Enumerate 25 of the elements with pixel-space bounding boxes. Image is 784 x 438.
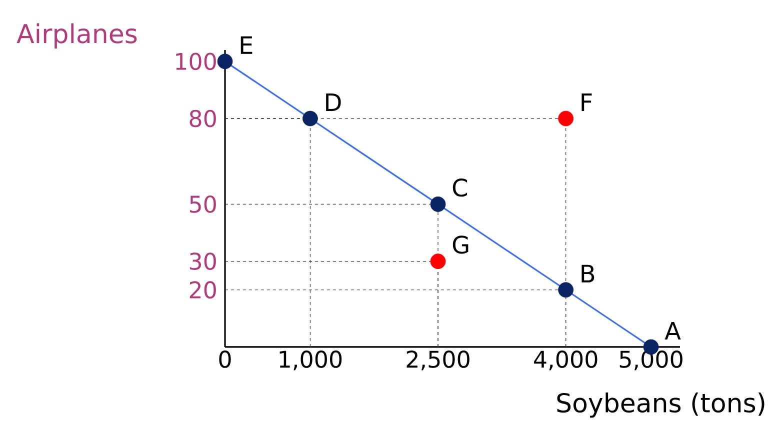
annotation: A [664, 322, 681, 340]
y-tick-label: 100 [176, 52, 216, 70]
point [558, 282, 574, 298]
x-tick-label: 4,000 [534, 350, 598, 370]
point [302, 110, 318, 126]
y-axis-title: Airplanes [16, 23, 137, 48]
annotation: D [326, 94, 341, 111]
point [558, 110, 574, 126]
y-tick-label: 80 [190, 110, 216, 128]
x-tick-label: 5,000 [620, 350, 682, 370]
point [430, 196, 446, 212]
y-tick-label: 20 [190, 281, 216, 299]
annotation: C [452, 178, 467, 197]
x-tick-label: 1,000 [280, 350, 342, 370]
annotation: F [582, 94, 592, 111]
point [217, 54, 233, 70]
y-tick-label: 50 [190, 195, 216, 213]
x-axis-title: Soybeans (tons) [557, 392, 764, 418]
x-tick-label: 2,500 [406, 350, 470, 370]
annotation: G [452, 236, 468, 254]
annotation: E [240, 36, 252, 54]
x-tick-label: 0 [219, 350, 231, 368]
annotation: B [582, 264, 594, 282]
y-tick-label: 30 [190, 252, 216, 270]
point [430, 254, 446, 270]
